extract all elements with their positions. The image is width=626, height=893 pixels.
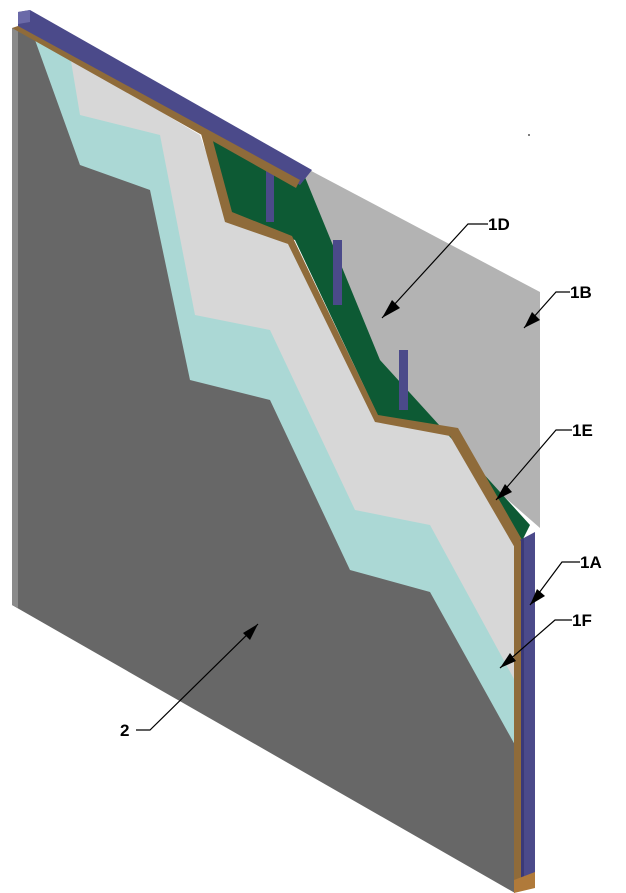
arrowhead-1e <box>496 484 512 500</box>
callout-label-1b: 1B <box>570 283 592 302</box>
speck-mark <box>528 134 530 136</box>
leader-line-2 <box>136 623 259 731</box>
bottom-wood-tip <box>514 872 535 893</box>
callout-label-2: 2 <box>120 721 129 740</box>
back-panel-1b <box>300 165 540 528</box>
arrowhead-1f <box>500 653 516 668</box>
stud-2 <box>333 240 342 305</box>
board-face-2 <box>12 28 515 893</box>
board-left-edge <box>12 28 18 608</box>
vertical-wood-strip <box>514 540 521 890</box>
callout-label-1d: 1D <box>488 215 510 234</box>
callout-label-1e: 1E <box>572 421 593 440</box>
arrowhead-1b <box>524 312 540 328</box>
sheathing-strip-1e <box>200 130 525 548</box>
top-track <box>18 10 312 185</box>
arrowhead-1d <box>382 300 400 318</box>
stud-1 <box>266 165 274 222</box>
callout-label-1f: 1F <box>572 611 592 630</box>
top-track-face <box>18 10 30 24</box>
leader-line-1f <box>499 619 572 669</box>
leader-line-1e <box>495 429 572 501</box>
stud-3 <box>399 350 408 410</box>
arrowhead-1a <box>530 589 545 605</box>
leader-line-1d <box>381 223 488 319</box>
arrowhead-2 <box>243 624 258 640</box>
callout-label-1a: 1A <box>580 553 602 572</box>
top-wood-ledge <box>12 26 300 188</box>
leader-line-1a <box>529 561 580 606</box>
